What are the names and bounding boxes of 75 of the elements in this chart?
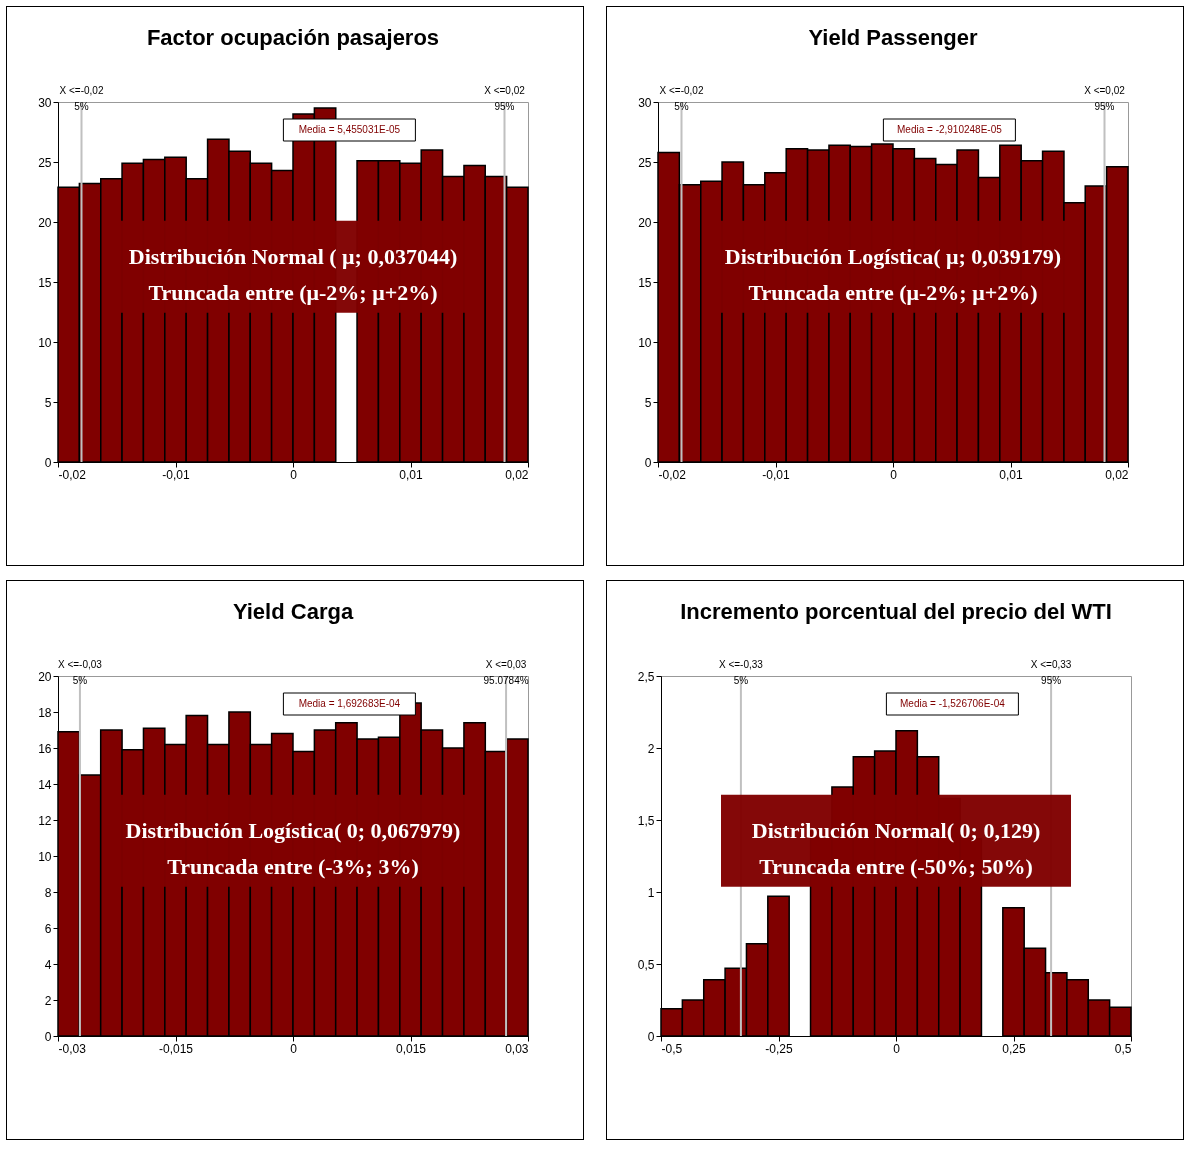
y-tick-label: 0 — [44, 1029, 52, 1044]
y-tick-label: 4 — [44, 957, 52, 972]
y-tick-label: 10 — [638, 335, 652, 350]
ref-line-label: X <=0,02 95% — [484, 85, 526, 112]
y-tick-label: 1,5 — [637, 813, 655, 828]
y-tick-label: 30 — [638, 95, 652, 110]
annotation: Distribución Normal ( μ; 0,037044) — [128, 243, 458, 269]
ref-line-label: X <=0,03 95.0784% — [483, 659, 529, 686]
y-tick-label: 18 — [38, 705, 52, 720]
x-tick-label: -0,01 — [762, 467, 790, 482]
y-tick-label: 14 — [38, 777, 52, 792]
y-tick-label: 0 — [644, 455, 652, 470]
y-tick-label: 20 — [638, 215, 652, 230]
y-tick-label: 2 — [44, 993, 52, 1008]
x-tick-label: 0,01 — [999, 467, 1023, 482]
x-tick-label: 0,015 — [395, 1041, 427, 1056]
annotation: Distribución Logística( μ; 0,039179) — [724, 243, 1062, 269]
y-tick-label: 10 — [38, 335, 52, 350]
ref-line-label: X <=-0,03 5% — [57, 659, 103, 686]
chart-title: Incremento porcentual del precio del WTI — [680, 599, 1112, 624]
ref-line-label: X <=-0,02 5% — [59, 85, 104, 112]
annotation: Media = -2,910248E-05 — [897, 124, 1003, 135]
annotation: Truncada entre (μ-2%; μ+2%) — [748, 279, 1038, 305]
y-tick-label: 2 — [647, 741, 655, 756]
x-tick-label: 0,03 — [505, 1041, 529, 1056]
x-tick-label: -0,015 — [158, 1041, 194, 1056]
y-tick-label: 5 — [644, 395, 652, 410]
x-tick-label: 0 — [893, 1041, 901, 1056]
y-tick-label: 0 — [44, 455, 52, 470]
chart-title: Factor ocupación pasajeros — [146, 25, 440, 50]
y-tick-label: 20 — [38, 669, 52, 684]
x-tick-label: 0 — [290, 1041, 298, 1056]
x-tick-label: -0,25 — [765, 1041, 793, 1056]
y-tick-label: 15 — [638, 275, 652, 290]
annotation: Media = -1,526706E-04 — [900, 698, 1006, 709]
ref-line-label: X <=-0,33 5% — [718, 659, 764, 686]
x-tick-label: 0,02 — [505, 467, 529, 482]
x-tick-label: 0,5 — [1114, 1041, 1132, 1056]
x-tick-label: 0,02 — [1105, 467, 1129, 482]
x-tick-label: 0,25 — [1002, 1041, 1026, 1056]
ref-line-label: X <=0,02 95% — [1084, 85, 1126, 112]
annotation: Media = 5,455031E-05 — [298, 124, 401, 135]
x-tick-label: 0,01 — [399, 467, 423, 482]
annotation: Truncada entre (-3%; 3%) — [167, 853, 419, 879]
y-tick-label: 25 — [38, 155, 52, 170]
annotation: Media = 1,692683E-04 — [298, 698, 401, 709]
y-tick-label: 30 — [38, 95, 52, 110]
x-tick-label: -0,03 — [58, 1041, 87, 1056]
annotation: Truncada entre (-50%; 50%) — [759, 853, 1033, 879]
x-tick-label: -0,02 — [658, 467, 687, 482]
annotation: Distribución Logística( 0; 0,067979) — [125, 817, 461, 843]
y-tick-label: 5 — [44, 395, 52, 410]
y-tick-label: 1 — [647, 885, 655, 900]
annotation: Distribución Normal( 0; 0,129) — [751, 817, 1041, 843]
annotation: Truncada entre (μ-2%; μ+2%) — [148, 279, 438, 305]
ref-line-label: X <=-0,02 5% — [659, 85, 704, 112]
ref-line-label: X <=0,33 95% — [1030, 659, 1072, 686]
x-tick-label: 0 — [890, 467, 898, 482]
y-tick-label: 0,5 — [637, 957, 655, 972]
y-tick-label: 8 — [44, 885, 52, 900]
chart-title: Yield Passenger — [808, 25, 979, 50]
x-tick-label: -0,5 — [661, 1041, 683, 1056]
x-tick-label: -0,02 — [58, 467, 87, 482]
y-tick-label: 2,5 — [637, 669, 655, 684]
x-tick-label: 0 — [290, 467, 298, 482]
y-tick-label: 16 — [38, 741, 52, 756]
y-tick-label: 20 — [38, 215, 52, 230]
y-tick-label: 25 — [638, 155, 652, 170]
y-tick-label: 6 — [44, 921, 52, 936]
x-tick-label: -0,01 — [162, 467, 190, 482]
y-tick-label: 15 — [38, 275, 52, 290]
chart-title: Yield Carga — [232, 599, 354, 624]
y-tick-label: 12 — [38, 813, 52, 828]
y-tick-label: 0 — [647, 1029, 655, 1044]
y-tick-label: 10 — [38, 849, 52, 864]
